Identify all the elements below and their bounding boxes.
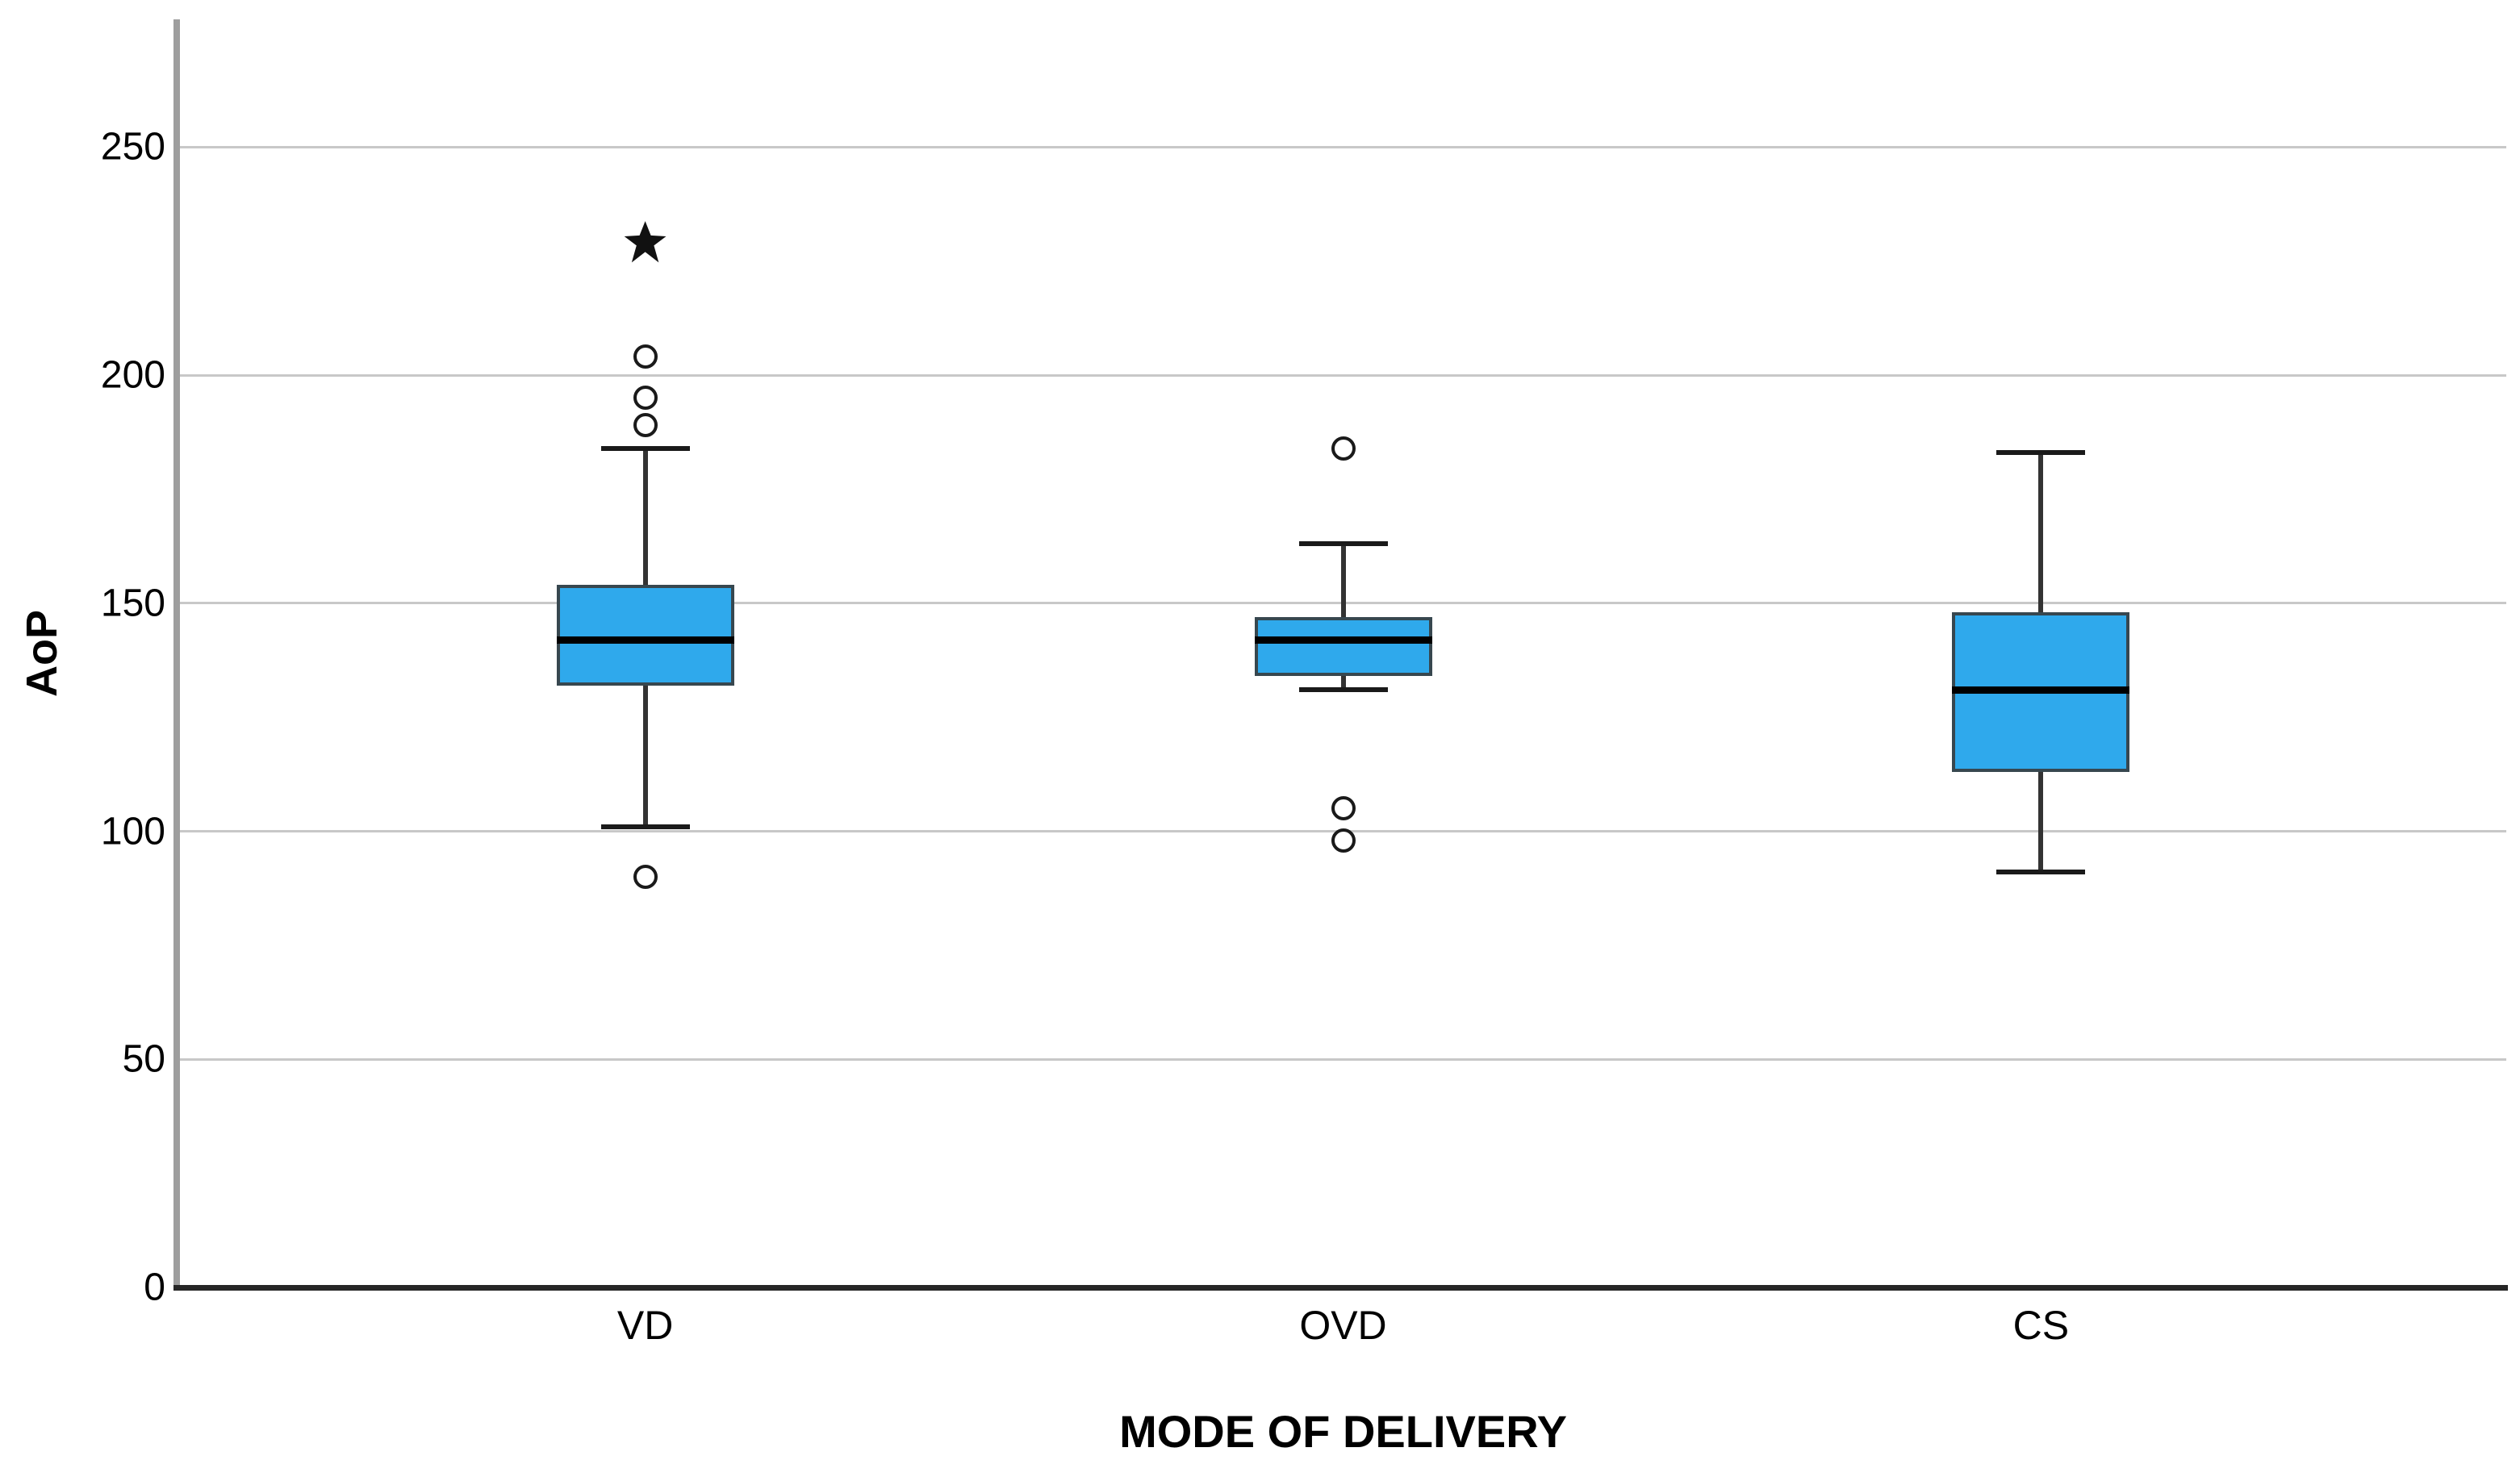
y-tick-label-250: 250 [100, 125, 165, 169]
x-category-label-OVD: OVD [1299, 1303, 1387, 1348]
plot-area [180, 19, 2506, 1287]
whisker-lower-CS [2038, 772, 2044, 873]
gridline-250 [180, 145, 2506, 148]
whisker-lower-OVD [1340, 676, 1346, 690]
x-category-label-VD: VD [616, 1303, 674, 1348]
y-tick-labels: 0 50 100 150 200 250 [0, 0, 165, 1481]
median-OVD [1254, 636, 1432, 644]
cap-lower-VD [600, 824, 690, 829]
gridline-50 [180, 1058, 2506, 1061]
y-tick-label-100: 100 [100, 810, 165, 853]
x-category-label-CS: CS [2012, 1303, 2070, 1348]
cap-upper-CS [1996, 450, 2086, 456]
whisker-upper-OVD [1340, 544, 1346, 617]
outlier-circle-VD-195 [633, 386, 658, 411]
y-tick-label-200: 200 [100, 353, 165, 397]
x-category-labels: VD OVD CS [0, 1302, 2520, 1358]
median-CS [1952, 686, 2130, 694]
extreme-star-VD-229 [624, 221, 667, 263]
median-VD [556, 636, 734, 644]
outlier-circle-VD-189 [633, 413, 658, 438]
box-VD [556, 585, 734, 686]
gridline-200 [180, 373, 2506, 377]
outlier-circle-VD-90 [633, 865, 658, 890]
x-axis-line [173, 1285, 2508, 1291]
cap-upper-VD [600, 445, 690, 451]
y-tick-label-0: 0 [144, 1266, 165, 1309]
cap-lower-OVD [1298, 687, 1388, 693]
whisker-upper-VD [642, 448, 648, 586]
y-tick-label-50: 50 [122, 1037, 165, 1081]
outlier-circle-VD-204 [633, 344, 658, 369]
y-axis-line [173, 19, 180, 1291]
outlier-circle-OVD-105 [1331, 796, 1356, 821]
cap-lower-CS [1996, 870, 2086, 875]
outlier-circle-OVD-184 [1331, 436, 1356, 461]
box-OVD [1254, 616, 1432, 677]
y-tick-label-150: 150 [100, 582, 165, 625]
whisker-lower-VD [642, 685, 648, 827]
outlier-circle-OVD-98 [1331, 828, 1356, 853]
cap-upper-OVD [1298, 541, 1388, 547]
x-axis-title: MODE OF DELIVERY [1119, 1406, 1567, 1457]
whisker-upper-CS [2038, 453, 2044, 613]
